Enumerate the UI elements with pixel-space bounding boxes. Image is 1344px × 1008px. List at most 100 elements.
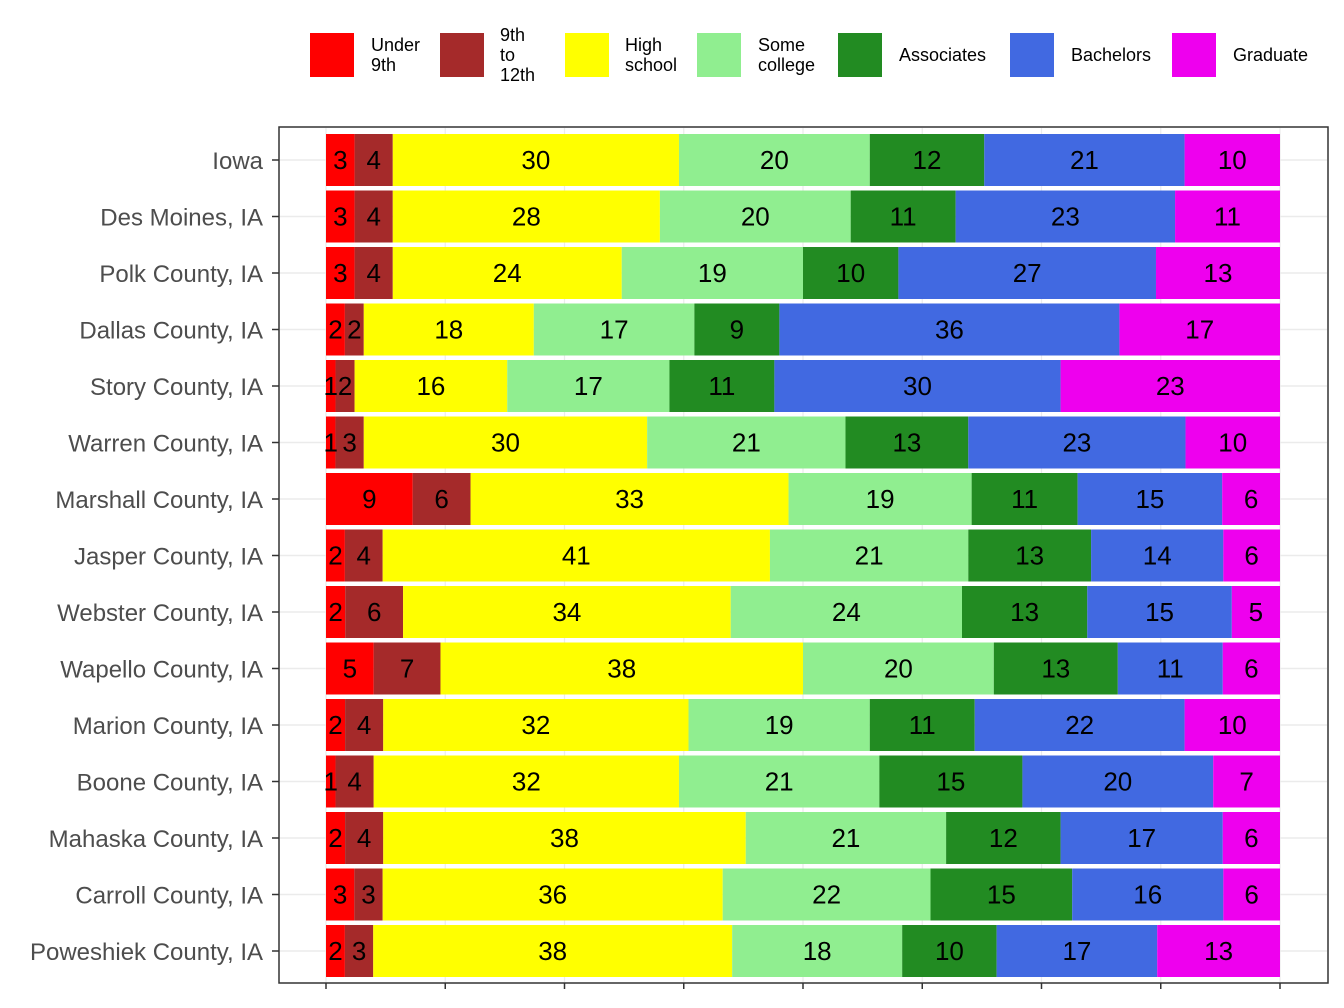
bar-segment-associates (879, 755, 1023, 808)
bar-segment-bachelors (984, 134, 1185, 186)
bar-segment-some-college (803, 642, 994, 695)
data-label: 16 (1133, 880, 1162, 910)
bar-segment-under-9th (326, 190, 355, 243)
data-label: 27 (1013, 258, 1042, 288)
bar-segment-associates (694, 303, 780, 356)
y-tick-label: Iowa (212, 148, 263, 175)
bar-segment-9th-to-12th (344, 925, 374, 977)
data-label: 11 (1011, 484, 1038, 514)
bar-segment-bachelors (779, 303, 1120, 356)
value-labels-layer: 3 4 30 20 12 21 103 4 28 20 11 23 113 4 24 19 10 27 132 2 18… (323, 145, 1263, 966)
bar-segment-bachelors (955, 190, 1176, 243)
data-label: 38 (607, 654, 636, 684)
bar-segment-associates (902, 925, 997, 977)
bar-segment-bachelors (968, 416, 1186, 469)
bar-segment-under-9th (326, 925, 345, 977)
bar-segment-associates (946, 812, 1061, 864)
bar-segment-under-9th (326, 642, 374, 695)
bar-segment-some-college (678, 755, 880, 808)
data-label: 21 (831, 823, 860, 853)
data-label: 21 (855, 541, 884, 571)
data-label: 10 (1218, 145, 1247, 175)
bar-segment-graduate (1223, 868, 1280, 921)
bar-segment-some-college (647, 416, 846, 469)
data-label: 1 (324, 767, 338, 797)
y-tick-label: Marion County, IA (73, 713, 263, 740)
data-label: 23 (1156, 371, 1185, 401)
bar-segment-under-9th (326, 247, 355, 299)
legend-label: High school (625, 35, 678, 75)
bar-segment-high-school (403, 586, 731, 638)
bar-segment-graduate (1222, 642, 1280, 695)
data-label: 17 (600, 315, 629, 345)
data-label: 9 (362, 484, 376, 514)
bar-segment-graduate (1119, 303, 1280, 356)
data-label: 23 (1051, 202, 1080, 232)
bar-segment-some-college (730, 586, 962, 638)
bar-segment-under-9th (326, 134, 355, 186)
data-label: 13 (1010, 597, 1039, 627)
data-label: 19 (765, 710, 794, 740)
data-label: 17 (1185, 315, 1214, 345)
bar-segment-some-college (621, 247, 803, 299)
bar-segment-associates (869, 699, 975, 751)
bar-segment-high-school (382, 868, 723, 921)
y-tick-label: Boone County, IA (77, 770, 263, 797)
legend-swatch (440, 33, 484, 77)
bar-segment-associates (869, 134, 985, 186)
data-label: 3 (333, 258, 347, 288)
bar-segment-high-school (392, 190, 660, 243)
bar-segment-high-school (440, 642, 803, 695)
data-label: 20 (884, 654, 913, 684)
data-label: 10 (1218, 428, 1247, 458)
bar-segment-high-school (470, 473, 789, 525)
data-label: 19 (698, 258, 727, 288)
bar-segment-some-college (732, 925, 903, 977)
data-label: 21 (765, 767, 794, 797)
data-label: 30 (491, 428, 520, 458)
data-label: 19 (866, 484, 895, 514)
bar-segment-9th-to-12th (335, 360, 355, 412)
bar-segment-some-college (722, 868, 931, 921)
data-label: 32 (512, 767, 541, 797)
y-tick-label: Mahaska County, IA (49, 826, 263, 853)
bar-segment-bachelors (774, 360, 1061, 412)
bar-segment-high-school (382, 529, 770, 582)
bar-segment-9th-to-12th (354, 134, 393, 186)
bar-segment-under-9th (326, 303, 345, 356)
data-label: 17 (574, 371, 603, 401)
data-label: 15 (1145, 597, 1174, 627)
data-label: 38 (550, 823, 579, 853)
bar-segment-high-school (373, 755, 679, 808)
data-label: 20 (1103, 767, 1132, 797)
bar-segment-bachelors (1077, 473, 1223, 525)
bar-segment-associates (845, 416, 969, 469)
data-label: 36 (935, 315, 964, 345)
y-tick-label: Wapello County, IA (60, 657, 263, 684)
data-label: 11 (890, 202, 917, 232)
bar-segment-high-school (354, 360, 508, 412)
data-label: 15 (987, 880, 1016, 910)
legend-swatch (838, 33, 882, 77)
bar-segment-associates (993, 642, 1118, 695)
bar-segment-bachelors (1117, 642, 1223, 695)
bar-segment-some-college (688, 699, 870, 751)
bar-segment-under-9th (326, 812, 346, 864)
bar-segment-bachelors (974, 699, 1185, 751)
data-label: 7 (400, 654, 414, 684)
bar-segment-bachelors (996, 925, 1158, 977)
bar-segment-high-school (383, 699, 689, 751)
data-label: 2 (328, 597, 342, 627)
data-label: 11 (1214, 202, 1241, 232)
data-label: 16 (416, 371, 445, 401)
data-label: 33 (615, 484, 644, 514)
bar-segment-under-9th (326, 699, 346, 751)
data-label: 5 (1249, 597, 1263, 627)
bar-segment-high-school (363, 416, 648, 469)
bar-segment-associates (930, 868, 1073, 921)
legend-swatch (565, 33, 609, 77)
y-tick-label: Story County, IA (90, 374, 263, 401)
bar-segment-bachelors (898, 247, 1156, 299)
bar-segment-graduate (1222, 812, 1280, 864)
data-label: 38 (538, 936, 567, 966)
